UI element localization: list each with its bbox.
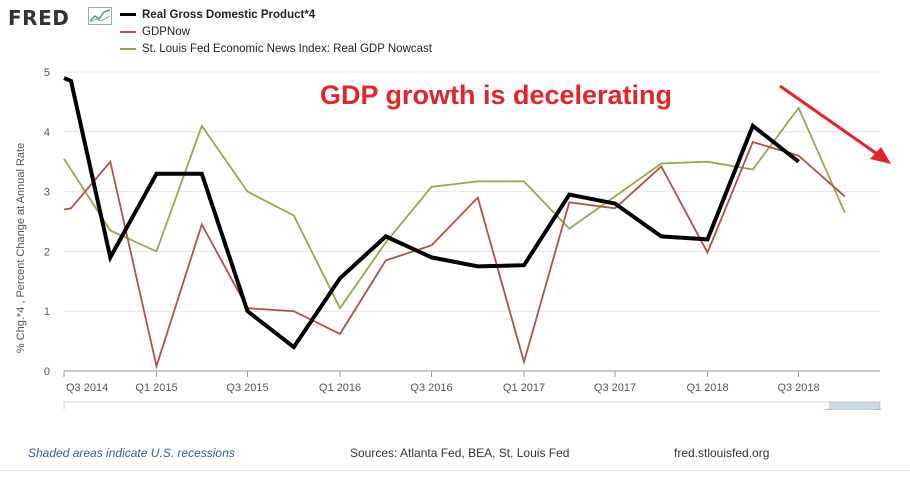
y-tick-labels: 0 1 2 3 4 5 — [44, 67, 50, 378]
sources-text: Sources: Atlanta Fed, BEA, St. Louis Fed — [350, 446, 570, 460]
series-line-gdpnow — [63, 140, 846, 370]
range-navigator[interactable] — [63, 401, 882, 437]
plot-background — [64, 72, 880, 371]
site-link[interactable]: fred.stlouisfed.org — [674, 446, 770, 460]
x-tick-label: Q3 2016 — [410, 382, 452, 394]
legend-label-gdp: Real Gross Domestic Product*4 — [142, 8, 316, 21]
y-tick-label: 1 — [44, 306, 50, 318]
legend-swatch-gdp — [120, 13, 136, 16]
legend-swatch-nowcast — [120, 47, 136, 50]
legend-item-nowcast: St. Louis Fed Economic News Index: Real … — [120, 40, 432, 57]
fred-logo: FRED — [8, 6, 70, 30]
series-line-gdp — [63, 76, 800, 350]
x-tick-label: Q3 2018 — [777, 382, 819, 394]
x-tick-label: Q3 2015 — [226, 382, 268, 394]
legend-item-gdp: Real Gross Domestic Product*4 — [120, 6, 432, 23]
y-tick-label: 5 — [44, 67, 50, 79]
grid-lines — [64, 71, 880, 372]
y-tick-label: 2 — [44, 246, 50, 258]
annotation-text: GDP growth is decelerating — [320, 80, 672, 110]
y-axis-label: % Chg.*4 , Percent Change at Annual Rate — [15, 143, 27, 353]
footer-divider — [0, 470, 910, 471]
legend-item-gdpnow: GDPNow — [120, 23, 432, 40]
x-tick-label: Q3 2014 — [66, 382, 108, 394]
x-tick-label: Q1 2015 — [135, 382, 177, 394]
series-line-nowcast — [63, 106, 846, 310]
navigator-selection[interactable] — [829, 402, 880, 436]
y-tick-label: 3 — [44, 187, 50, 199]
x-tick-label: Q1 2016 — [319, 382, 361, 394]
legend-swatch-gdpnow — [120, 30, 136, 33]
y-tick-label: 0 — [44, 366, 50, 378]
series-lines — [63, 76, 846, 370]
y-tick-label: 4 — [44, 127, 50, 139]
fred-graph-icon — [88, 7, 112, 25]
chart-legend: Real Gross Domestic Product*4 GDPNow St.… — [120, 6, 432, 57]
trend-arrow — [779, 84, 891, 164]
x-tick-labels: Q3 2014 Q1 2015 Q3 2015 Q1 2016 Q3 2016 Q1 20… — [63, 371, 820, 394]
legend-label-nowcast: St. Louis Fed Economic News Index: Real … — [142, 42, 432, 55]
x-tick-label: Q1 2017 — [503, 382, 545, 394]
x-tick-label: Q1 2018 — [686, 382, 728, 394]
legend-label-gdpnow: GDPNow — [142, 25, 190, 38]
x-tick-label: Q3 2017 — [594, 382, 636, 394]
recession-note[interactable]: Shaded areas indicate U.S. recessions — [28, 446, 235, 460]
